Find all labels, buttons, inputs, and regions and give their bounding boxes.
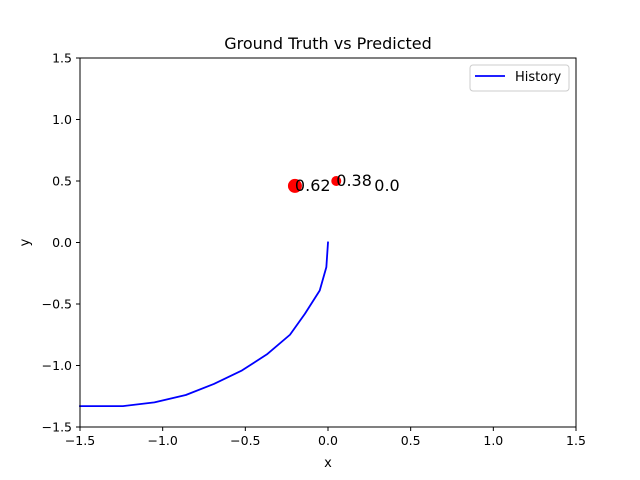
x-axis-label: x (324, 456, 332, 471)
x-tick-label: 0.0 (318, 433, 338, 448)
y-tick-label: 0.0 (52, 235, 72, 250)
point-label-2: 0.38 (336, 171, 372, 190)
legend-box (469, 64, 570, 92)
scatter-point-2 (331, 176, 342, 186)
series-line-history (79, 241, 329, 407)
y-tick-label: −1.0 (42, 358, 72, 373)
data-layer: 0.62 0.38 0.0 (79, 171, 400, 407)
y-axis: −1.5 −1.0 −0.5 0.0 0.5 1.0 1.5 (42, 51, 80, 435)
y-tick-label: 1.5 (52, 51, 72, 66)
point-label-3: 0.0 (374, 176, 399, 195)
x-tick-label: −0.5 (230, 433, 260, 448)
x-axis: −1.5 −1.0 −0.5 0.0 0.5 1.0 1.5 (65, 427, 586, 448)
point-label-1: 0.62 (295, 176, 331, 195)
y-axis-label: y (18, 238, 33, 246)
legend-label-history: History (515, 70, 562, 85)
scatter-point-1 (287, 178, 302, 193)
x-tick-label: 0.5 (401, 433, 421, 448)
chart-title: Ground Truth vs Predicted (224, 34, 432, 53)
y-tick-label: −1.5 (42, 420, 72, 435)
y-tick-label: 0.5 (52, 174, 72, 189)
y-tick-label: 1.0 (52, 112, 72, 127)
y-tick-label: −0.5 (42, 297, 72, 312)
legend: History (469, 64, 570, 92)
x-tick-label: 1.5 (566, 433, 586, 448)
x-tick-label: 1.0 (483, 433, 503, 448)
x-tick-label: −1.0 (147, 433, 177, 448)
x-tick-label: −1.5 (65, 433, 95, 448)
